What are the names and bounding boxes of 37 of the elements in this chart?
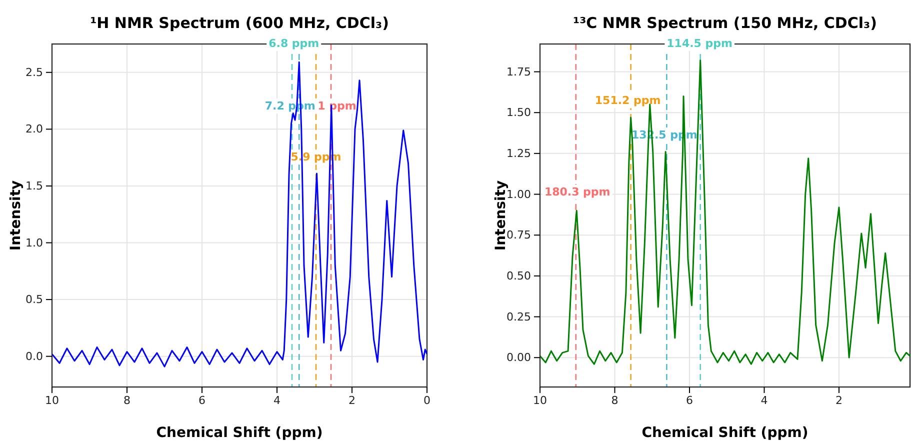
x-axis-title: Chemical Shift (ppm) [156,425,323,441]
y-tick-label: 1.75 [506,65,531,78]
line-series [52,61,427,368]
x-tick-label: 10 [45,394,59,407]
y-tick-label: 0.00 [506,351,531,364]
x-tick-label: 0 [424,394,430,407]
x-tick-label: 4 [274,394,280,407]
y-axis-title: Intensity [493,180,509,251]
annotation: 6.8 ppm [268,37,320,50]
annotation: 151.2 ppm [594,94,661,108]
annotation: 114.5 ppm [666,37,733,50]
y-axis-title: Intensity [8,180,24,251]
y-tick-label: 0.50 [506,269,531,282]
x-tick-label: 4 [760,394,768,407]
x-tick-label: 8 [611,394,618,407]
x-tick-label: 6 [686,394,693,407]
x-axis-title: Chemical Shift (ppm) [642,425,808,441]
y-tick-label: 1.25 [506,146,531,160]
chart-title: ¹H NMR Spectrum (600 MHz, CDCl₃) [90,14,389,32]
line-series [540,60,910,365]
y-tick-label: 0.75 [506,228,531,242]
y-tick-label: 0.0 [26,350,43,363]
x-tick-label: 2 [348,394,356,407]
x-tick-label: 8 [124,394,130,407]
y-tick-label: 1.5 [26,179,43,192]
annotation: 180.3 ppm [544,186,610,199]
y-tick-label: 2.5 [26,66,43,79]
y-tick-label: 1.0 [26,236,43,250]
y-tick-label: 2.0 [26,122,43,136]
y-tick-label: 1.00 [506,188,531,201]
x-tick-label: 6 [198,394,206,407]
y-tick-label: 0.5 [26,293,43,306]
y-tick-label: 1.50 [506,106,531,120]
x-tick-label: 10 [533,394,547,407]
chart-title: ¹³C NMR Spectrum (150 MHz, CDCl₃) [573,14,877,32]
x-tick-label: 2 [835,394,842,407]
y-tick-label: 0.25 [506,310,531,324]
